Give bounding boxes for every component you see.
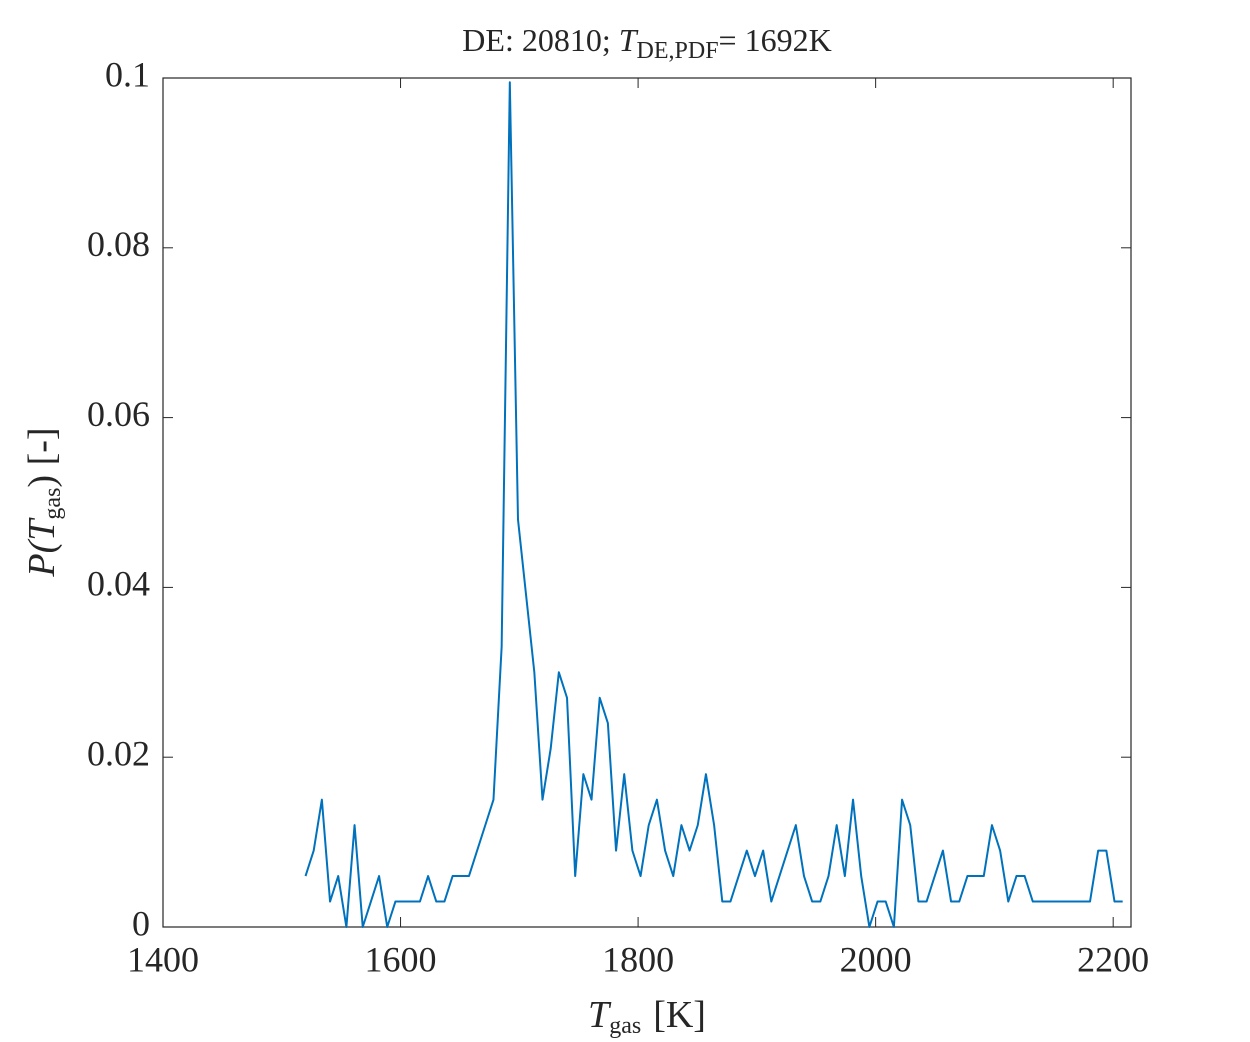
title-suffix: = 1692K [719, 22, 832, 58]
title-symbol: T [619, 22, 639, 58]
x-tick-label: 1800 [602, 939, 674, 979]
chart-title: DE: 20810; TDE,PDF= 1692K [462, 22, 831, 63]
x-tick-label: 2200 [1077, 939, 1149, 979]
y-axis-label: P(Tgas) [-] [21, 427, 66, 577]
y-tick-label: 0 [132, 903, 150, 943]
x-tick-label: 1600 [365, 939, 437, 979]
y-label-subscript: gas [40, 488, 66, 520]
x-label-unit: [K] [653, 994, 706, 1036]
y-label-symbol: P(T [21, 517, 63, 578]
title-subscript: DE,PDF [637, 38, 719, 64]
y-tick-label: 0.04 [87, 564, 150, 604]
y-tick-label: 0.1 [105, 54, 150, 94]
plot-frame [162, 77, 1132, 928]
y-tick-label: 0.06 [87, 394, 150, 434]
y-label-unit: ) [-] [21, 427, 63, 487]
x-axis-label: Tgas [K] [588, 994, 706, 1039]
x-tick-label: 1400 [127, 939, 199, 979]
y-tick-label: 0.02 [87, 733, 150, 773]
x-label-symbol: T [588, 994, 612, 1036]
x-label-subscript: gas [609, 1013, 641, 1039]
title-text: DE: 20810; [462, 22, 618, 58]
y-tick-label: 0.08 [87, 224, 150, 264]
x-tick-label: 2000 [840, 939, 912, 979]
data-line [304, 81, 1123, 928]
